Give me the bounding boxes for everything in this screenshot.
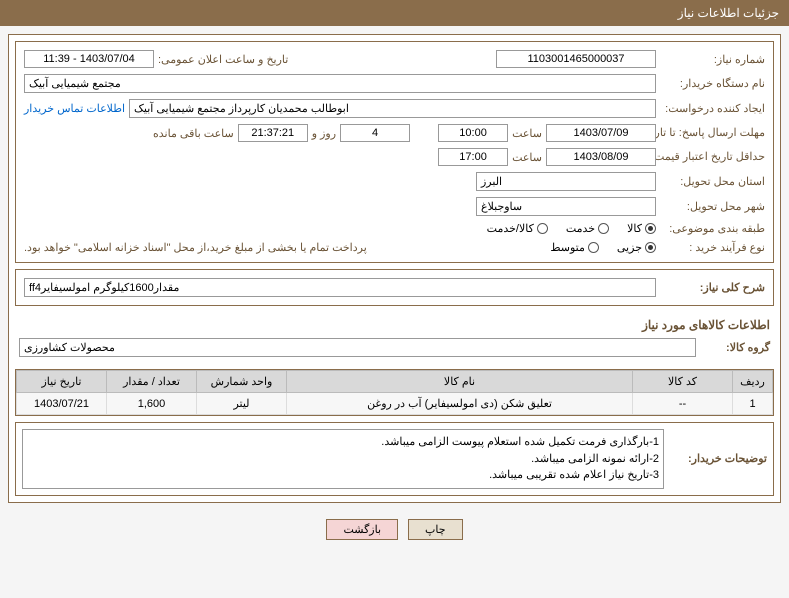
province-label: استان محل تحویل: [660, 175, 765, 188]
back-button[interactable]: بازگشت [326, 519, 398, 540]
validity-label: حداقل تاریخ اعتبار قیمت: تا تاریخ: [660, 150, 765, 164]
items-table-wrap: ردیف کد کالا نام کالا واحد شمارش تعداد /… [15, 369, 774, 416]
cell-date: 1403/07/21 [17, 393, 107, 415]
th-unit: واحد شمارش [197, 371, 287, 393]
validity-time: 17:00 [438, 148, 508, 166]
category-label: طبقه بندی موضوعی: [660, 222, 765, 235]
requester-value: ابوطالب محمدیان کارپرداز مجتمع شیمیایی آ… [129, 99, 656, 118]
category-radio-group: کالا خدمت کالا/خدمت [487, 222, 656, 235]
radio-partial[interactable]: جزیی [617, 241, 656, 254]
items-title: اطلاعات کالاهای مورد نیاز [15, 312, 774, 338]
table-row: 1 -- تعلیق شکن (دی امولسیفایر) آب در روغ… [17, 393, 773, 415]
th-code: کد کالا [633, 371, 733, 393]
items-table: ردیف کد کالا نام کالا واحد شمارش تعداد /… [16, 370, 773, 415]
radio-dot-icon [598, 223, 609, 234]
print-button[interactable]: چاپ [408, 519, 463, 540]
th-date: تاریخ نیاز [17, 371, 107, 393]
radio-dot-icon [645, 242, 656, 253]
cell-code: -- [633, 393, 733, 415]
process-label: نوع فرآیند خرید : [660, 241, 765, 254]
days-and-label: روز و [312, 127, 336, 140]
need-number-label: شماره نیاز: [660, 53, 765, 66]
main-container: شماره نیاز: 1103001465000037 تاریخ و ساع… [8, 34, 781, 503]
radio-goods[interactable]: کالا [627, 222, 656, 235]
radio-dot-icon [645, 223, 656, 234]
buyer-notes-label: توضیحات خریدار: [672, 452, 767, 465]
table-header-row: ردیف کد کالا نام کالا واحد شمارش تعداد /… [17, 371, 773, 393]
cell-qty: 1,600 [107, 393, 197, 415]
validity-date: 1403/08/09 [546, 148, 656, 166]
page-header: جزئیات اطلاعات نیاز [0, 0, 789, 26]
announce-label: تاریخ و ساعت اعلان عمومی: [158, 53, 288, 66]
th-row: ردیف [733, 371, 773, 393]
th-name: نام کالا [287, 371, 633, 393]
group-label: گروه کالا: [700, 341, 770, 354]
cell-row: 1 [733, 393, 773, 415]
page-title: جزئیات اطلاعات نیاز [678, 6, 779, 20]
buyer-notes-content: 1-بارگذاری فرمت تکمیل شده استعلام پیوست … [22, 429, 664, 489]
group-value: محصولات کشاورزی [19, 338, 696, 357]
radio-both[interactable]: کالا/خدمت [487, 222, 548, 235]
summary-value: مقدار1600کیلوگرم امولسیفایرff4 [24, 278, 656, 297]
buyer-notes-box: توضیحات خریدار: 1-بارگذاری فرمت تکمیل شد… [15, 422, 774, 496]
remaining-label: ساعت باقی مانده [153, 127, 234, 140]
buyer-value: مجتمع شیمیایی آبیک [24, 74, 656, 93]
need-number-value: 1103001465000037 [496, 50, 656, 68]
th-qty: تعداد / مقدار [107, 371, 197, 393]
note-line: 1-بارگذاری فرمت تکمیل شده استعلام پیوست … [27, 434, 659, 451]
buyer-label: نام دستگاه خریدار: [660, 77, 765, 90]
payment-note: پرداخت تمام یا بخشی از مبلغ خرید،از محل … [24, 241, 367, 254]
radio-dot-icon [537, 223, 548, 234]
time-label-2: ساعت [512, 151, 542, 164]
action-buttons: چاپ بازگشت [0, 511, 789, 548]
city-value: ساوجبلاغ [476, 197, 656, 216]
deadline-time: 10:00 [438, 124, 508, 142]
requester-label: ایجاد کننده درخواست: [660, 102, 765, 115]
deadline-date: 1403/07/09 [546, 124, 656, 142]
summary-section: شرح کلی نیاز: مقدار1600کیلوگرم امولسیفای… [15, 269, 774, 306]
contact-link[interactable]: اطلاعات تماس خریدار [24, 102, 125, 115]
info-section: شماره نیاز: 1103001465000037 تاریخ و ساع… [15, 41, 774, 263]
time-label-1: ساعت [512, 127, 542, 140]
days-count: 4 [340, 124, 410, 142]
city-label: شهر محل تحویل: [660, 200, 765, 213]
radio-dot-icon [588, 242, 599, 253]
deadline-label: مهلت ارسال پاسخ: تا تاریخ: [660, 126, 765, 140]
radio-medium[interactable]: متوسط [550, 241, 599, 254]
countdown: 21:37:21 [238, 124, 308, 142]
announce-value: 1403/07/04 - 11:39 [24, 50, 154, 68]
process-radio-group: جزیی متوسط [550, 241, 656, 254]
province-value: البرز [476, 172, 656, 191]
note-line: 3-تاریخ نیاز اعلام شده تقریبی میباشد. [27, 467, 659, 484]
note-line: 2-ارائه نمونه الزامی میباشد. [27, 451, 659, 468]
cell-name: تعلیق شکن (دی امولسیفایر) آب در روغن [287, 393, 633, 415]
summary-label: شرح کلی نیاز: [660, 281, 765, 294]
cell-unit: لیتر [197, 393, 287, 415]
radio-service[interactable]: خدمت [566, 222, 609, 235]
